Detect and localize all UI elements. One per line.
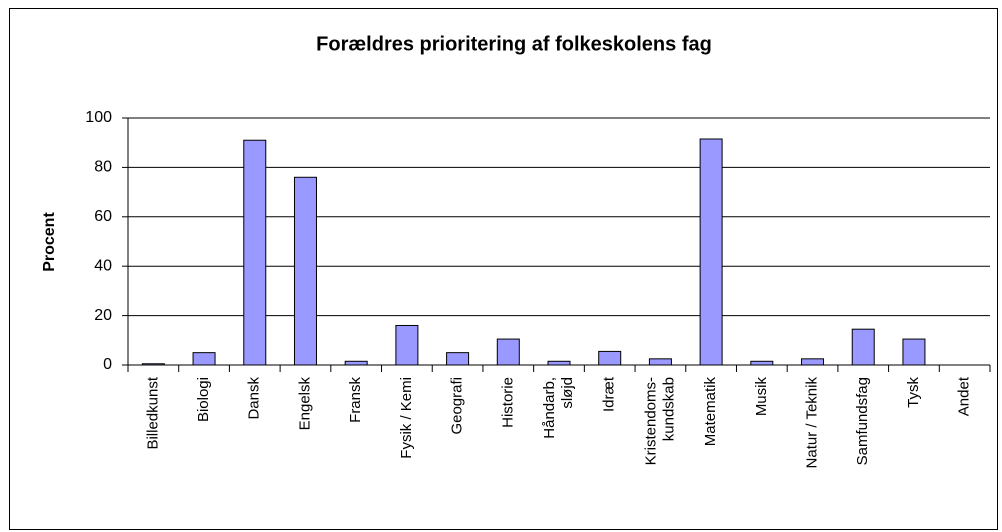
bar <box>293 176 317 366</box>
bar <box>598 350 622 366</box>
x-tick-label: Matematik <box>702 377 719 447</box>
bar <box>344 360 368 366</box>
bar <box>192 352 216 366</box>
y-tick-label: 100 <box>85 109 112 126</box>
y-tick-label: 40 <box>94 257 112 274</box>
bar <box>902 338 926 366</box>
bar <box>801 358 825 366</box>
bar <box>851 328 875 366</box>
x-tick-label: Fysik / Kemi <box>398 377 415 459</box>
bar <box>547 360 571 366</box>
bar <box>750 360 774 366</box>
bar <box>648 358 672 366</box>
x-tick-label: Billedkunst <box>144 376 161 449</box>
y-tick-label: 20 <box>94 307 112 324</box>
x-tick-label: Dansk <box>246 377 263 420</box>
x-tick-label: Historie <box>499 377 516 428</box>
x-tick-label: Fransk <box>347 377 364 423</box>
x-tick-label: Musik <box>753 377 770 417</box>
bar <box>496 338 520 366</box>
bar <box>446 352 470 366</box>
x-tick-label: Kristendoms-kundskab <box>642 377 677 465</box>
chart-border <box>9 8 998 530</box>
y-tick-label: 60 <box>94 208 112 225</box>
x-tick-label: Samfundsfag <box>854 377 871 465</box>
x-tick-label: Idræt <box>601 376 618 412</box>
bar <box>395 324 419 366</box>
x-tick-label: Biologi <box>195 377 212 422</box>
x-tick-label: Engelsk <box>296 377 313 431</box>
x-tick-label: Andet <box>956 376 973 416</box>
y-tick-label: 80 <box>94 159 112 176</box>
bar <box>699 138 723 366</box>
y-tick-label: 0 <box>103 356 112 373</box>
x-tick-label: Håndarb,sløjd <box>541 377 576 439</box>
chart-title: Forældres prioritering af folkeskolens f… <box>316 33 712 55</box>
x-tick-label: Geografi <box>449 377 466 435</box>
x-tick-label: Tysk <box>905 377 922 408</box>
x-tick-label: Natur / Teknik <box>803 377 820 469</box>
bar <box>243 139 267 366</box>
y-axis-label: Procent <box>41 212 58 272</box>
